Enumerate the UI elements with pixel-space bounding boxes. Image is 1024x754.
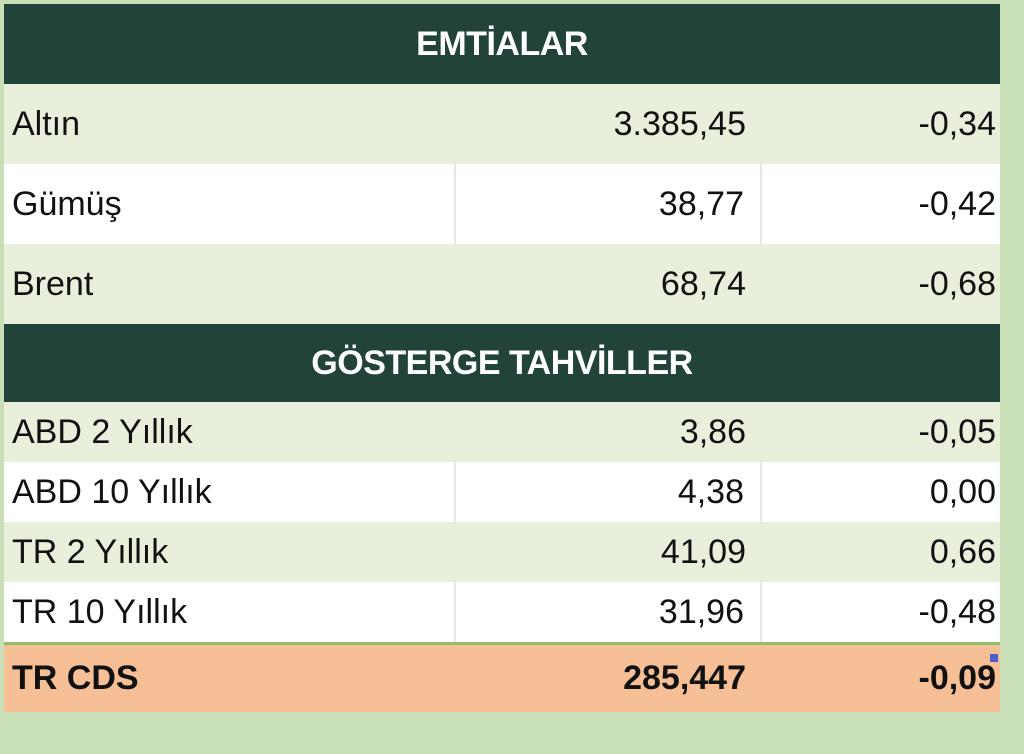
row-name: ABD 10 Yıllık xyxy=(4,462,456,522)
table-row[interactable]: Altın 3.385,45 -0,34 xyxy=(4,84,1000,164)
row-name: TR 10 Yıllık xyxy=(4,582,456,642)
row-value: 68,74 xyxy=(660,264,746,303)
row-value: 31,96 xyxy=(456,582,762,642)
row-value: 4,38 xyxy=(456,462,762,522)
row-change: -0,34 xyxy=(918,104,997,143)
table-row[interactable]: TR 2 Yıllık 41,09 0,66 xyxy=(4,522,1000,582)
row-name: Gümüş xyxy=(4,164,456,244)
row-change: 0,00 xyxy=(929,472,996,511)
table-row[interactable]: ABD 10 Yıllık 4,38 0,00 xyxy=(4,462,1000,522)
row-value: 38,77 xyxy=(456,164,762,244)
table-row[interactable]: Gümüş 38,77 -0,42 xyxy=(4,164,1000,244)
section-header-tahviller: GÖSTERGE TAHVİLLER xyxy=(4,324,1000,402)
row-name: ABD 2 Yıllık xyxy=(12,412,193,451)
row-change: -0,42 xyxy=(918,184,997,223)
row-change: -0,05 xyxy=(918,412,997,451)
row-name: Altın xyxy=(12,104,81,143)
cds-row[interactable]: TR CDS 285,447 -0,09 xyxy=(4,642,1000,712)
cds-change: -0,09 xyxy=(918,659,997,697)
row-name: TR 2 Yıllık xyxy=(12,532,169,571)
row-value: 3.385,45 xyxy=(613,104,746,143)
section-header-emtialar: EMTİALAR xyxy=(4,4,1000,84)
cell-fill-handle[interactable] xyxy=(990,654,998,662)
market-table: EMTİALAR Altın 3.385,45 -0,34 Gümüş 38,7… xyxy=(4,4,1000,712)
row-change: -0,48 xyxy=(918,592,997,631)
table-row[interactable]: ABD 2 Yıllık 3,86 -0,05 xyxy=(4,402,1000,462)
table-row[interactable]: TR 10 Yıllık 31,96 -0,48 xyxy=(4,582,1000,642)
row-name: Brent xyxy=(12,264,94,303)
cds-name: TR CDS xyxy=(12,659,139,697)
row-change: 0,66 xyxy=(929,532,996,571)
table-row[interactable]: Brent 68,74 -0,68 xyxy=(4,244,1000,324)
row-value: 41,09 xyxy=(660,532,746,571)
row-value: 3,86 xyxy=(679,412,746,451)
cds-value: 285,447 xyxy=(623,659,746,697)
row-change: -0,68 xyxy=(918,264,997,303)
